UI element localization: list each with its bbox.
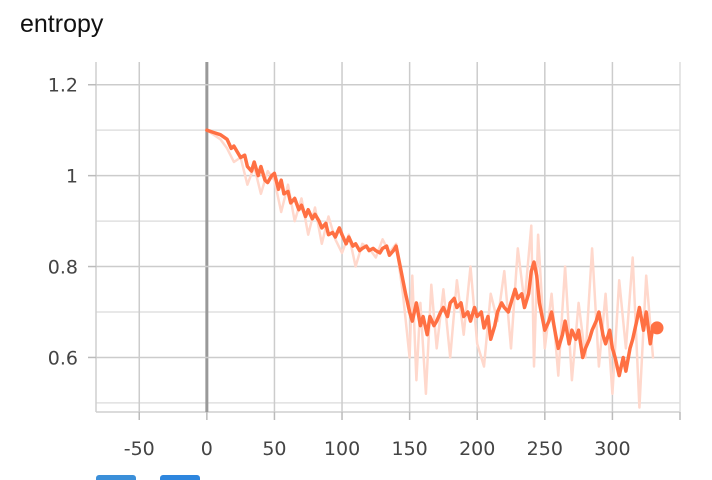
fit-domain-button[interactable] [160, 475, 200, 480]
chart-title: entropy [20, 10, 104, 38]
x-tick-label: 300 [594, 438, 630, 460]
minor-gridlines [95, 62, 681, 413]
raw-series-line [205, 128, 655, 409]
x-tick-label: 200 [459, 438, 495, 460]
y-tick-label: 0.8 [48, 257, 78, 279]
x-tick-labels: -50 0 50 100 150 200 250 300 [124, 438, 631, 460]
last-point-marker [650, 321, 664, 335]
smoothed-series [205, 128, 664, 378]
toggle-log-scale-button[interactable] [96, 475, 136, 480]
y-tick-label: 1 [66, 166, 78, 188]
x-tick-label: 250 [527, 438, 563, 460]
smoothed-series-line [205, 128, 655, 378]
x-tick-label: 50 [262, 438, 286, 460]
y-tick-label: 0.6 [48, 347, 78, 369]
x-tick-label: -50 [124, 438, 155, 460]
x-tick-label: 0 [201, 438, 213, 460]
y-tick-label: 1.2 [48, 75, 78, 97]
y-tick-labels: 0.6 0.8 1 1.2 [48, 75, 78, 370]
x-tick-label: 100 [324, 438, 360, 460]
x-tick-label: 150 [391, 438, 427, 460]
raw-series [205, 128, 655, 409]
